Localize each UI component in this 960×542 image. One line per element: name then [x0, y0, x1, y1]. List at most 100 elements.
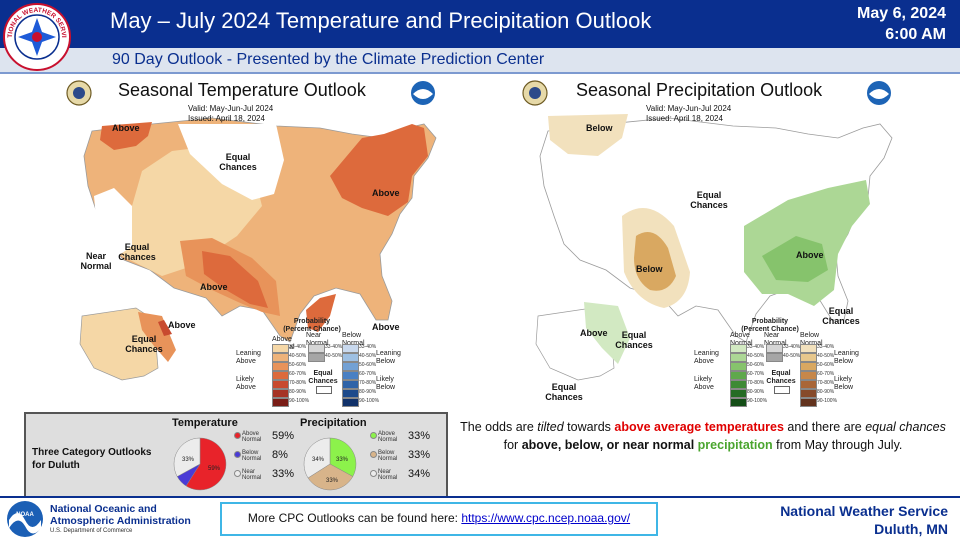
temp-above-legend-row: 50-60%: [272, 362, 307, 371]
precip-below-legend-swatch: [800, 353, 817, 362]
temperature-legend-name: Below Normal: [242, 450, 262, 462]
temp-below-legend-bin: 70-80%: [359, 380, 377, 386]
pie-slice-above-normal: [185, 437, 227, 491]
precip-above-legend-bin: 80-90%: [747, 389, 765, 395]
precip-below-legend-bin: 60-70%: [817, 371, 835, 377]
pie-slice-near-normal: [173, 437, 201, 477]
precipitation-legend-value: 33%: [408, 430, 431, 442]
temperature-legend-value: 33%: [272, 468, 295, 480]
temp-below-legend-row: 33-40%: [342, 344, 376, 353]
temp-below-legend-bin: 50-60%: [359, 362, 377, 368]
precip-above-legend-swatch: [730, 398, 747, 407]
temp-below-legend-swatch: [342, 398, 359, 407]
temp-above-legend-row: 80-90%: [272, 389, 307, 398]
legend-col-above: Above Normal: [730, 332, 753, 347]
temp-above-legend-bin: 33-40%: [289, 344, 307, 350]
temp-above-legend-row: 90-100%: [272, 398, 309, 407]
legend-leaning-above: Leaning Above: [236, 350, 261, 365]
precipitation-legend-name: Below Normal: [378, 450, 398, 462]
precipitation-pie-chart: 34% 33% 33%: [303, 437, 357, 491]
precip-below-legend-row: 40-50%: [800, 353, 834, 362]
noaa-seal-icon: [411, 81, 435, 105]
temperature-header: Temperature: [172, 417, 238, 429]
cpc-link[interactable]: https://www.cpc.ncep.noaa.gov/: [461, 511, 631, 525]
precip-below-legend-bin: 70-80%: [817, 380, 835, 386]
precip-below-legend-row: 80-90%: [800, 389, 835, 398]
temp-near-legend-row: 33-40%: [308, 344, 342, 353]
temp-below-legend-swatch: [342, 353, 359, 362]
temperature-legend: Probability (Percent Chance) Above Norma…: [236, 318, 406, 408]
summary-above-temps: above average temperatures: [614, 420, 784, 434]
precip-below-legend-row: 33-40%: [800, 344, 835, 353]
temp-above-legend-bin: 80-90%: [289, 389, 307, 395]
precip-above-legend-row: 60-70%: [730, 371, 764, 380]
noaa-line1: National Oceanic and: [50, 503, 157, 515]
precip-below-legend-bin: 80-90%: [817, 389, 835, 395]
temp-label-near-normal: Near Normal: [80, 251, 112, 271]
temp-below-legend-swatch: [342, 380, 359, 389]
summary-equal-chances: equal chances: [865, 420, 946, 434]
precip-near-legend-row: 33-40%: [766, 344, 801, 353]
precipitation-legend-dot: [370, 451, 377, 458]
precip-below-legend-swatch: [800, 380, 817, 389]
temp-above-legend-swatch: [272, 398, 289, 407]
temperature-map-title: Seasonal Temperature Outlook: [118, 80, 366, 100]
precipitation-valid-text: Valid: May-Jun-Jul 2024: [646, 104, 732, 113]
nws-office: National Weather Service Duluth, MN: [780, 502, 948, 538]
precip-below-legend-bin: 33-40%: [817, 344, 835, 350]
temperature-legend-name: Above Normal: [242, 431, 262, 443]
legend-col-near: Near Normal: [764, 332, 787, 347]
doc-seal-icon: [522, 80, 548, 106]
precip-below-legend-swatch: [800, 389, 817, 398]
temp-above-legend-swatch: [272, 380, 289, 389]
nws-logo-icon: NATIONAL WEATHER SERVICE: [2, 2, 71, 71]
precip-above-legend-bin: 33-40%: [747, 344, 765, 350]
temp-below-legend-row: 60-70%: [342, 371, 376, 380]
temp-above-legend-swatch: [272, 344, 289, 353]
temp-near-legend-swatch: [308, 344, 325, 353]
precipitation-legend-item: Below Normal 33%: [370, 449, 446, 467]
precipitation-legend-item: Above Normal 33%: [370, 430, 446, 448]
precip-below-legend-swatch: [800, 398, 817, 407]
precip-pie-label-below: 33%: [326, 478, 339, 484]
precip-above-legend-bin: 90-100%: [747, 398, 768, 404]
precipitation-legend-name: Near Normal: [378, 469, 398, 481]
legend-title: Probability (Percent Chance): [283, 318, 341, 333]
cpc-text: More CPC Outlooks can be found here: htt…: [222, 511, 656, 525]
temp-above-legend-row: 70-80%: [272, 380, 307, 389]
precipitation-header: Precipitation: [300, 417, 367, 429]
summary-categories: above, below, or near normal: [521, 438, 695, 452]
precip-below-legend-swatch: [800, 371, 817, 380]
temp-near-legend-swatch: [308, 353, 325, 362]
precip-near-legend-swatch: [766, 344, 783, 353]
summary-part: for: [503, 438, 522, 452]
noaa-department: U.S. Department of Commerce: [50, 528, 133, 534]
legend-likely-above: Likely Above: [236, 376, 256, 391]
noaa-logo-icon: NOAA: [7, 501, 43, 537]
precip-label-above-ak: Above: [580, 328, 608, 338]
precip-below-legend-bin: 50-60%: [817, 362, 835, 368]
cpc-label: More CPC Outlooks can be found here:: [247, 511, 462, 525]
precip-above-legend-swatch: [730, 353, 747, 362]
nws-line1: National Weather Service: [780, 503, 948, 519]
pie-slice-below-normal: [307, 463, 354, 491]
temp-below-legend-bin: 80-90%: [359, 389, 377, 395]
precip-near-legend-bin: 33-40%: [783, 344, 801, 350]
temp-pie-label-above: 59%: [208, 466, 221, 472]
precipitation-legend-item: Near Normal 34%: [370, 468, 446, 486]
temp-label-equal-ak: Equal Chances: [125, 334, 163, 354]
precip-near-legend-bin: 40-50%: [783, 353, 801, 359]
temp-label-above-fl: Above: [372, 322, 400, 332]
temp-below-legend-row: 40-50%: [342, 353, 376, 362]
temp-above-legend-bin: 70-80%: [289, 380, 307, 386]
legend-likely-above: Likely Above: [694, 376, 714, 391]
svg-text:NOAA: NOAA: [16, 512, 34, 518]
temp-above-legend-bin: 50-60%: [289, 362, 307, 368]
precip-pie-label-above: 33%: [336, 457, 349, 463]
temperature-legend-item: Below Normal 8%: [234, 449, 310, 467]
precip-below-legend-row: 90-100%: [800, 398, 837, 407]
legend-equal-swatch: [774, 386, 790, 394]
noaa-line2: Atmospheric Administration: [50, 515, 191, 527]
noaa-name: National Oceanic and Atmospheric Adminis…: [50, 503, 191, 527]
precipitation-legend-dot: [370, 432, 377, 439]
